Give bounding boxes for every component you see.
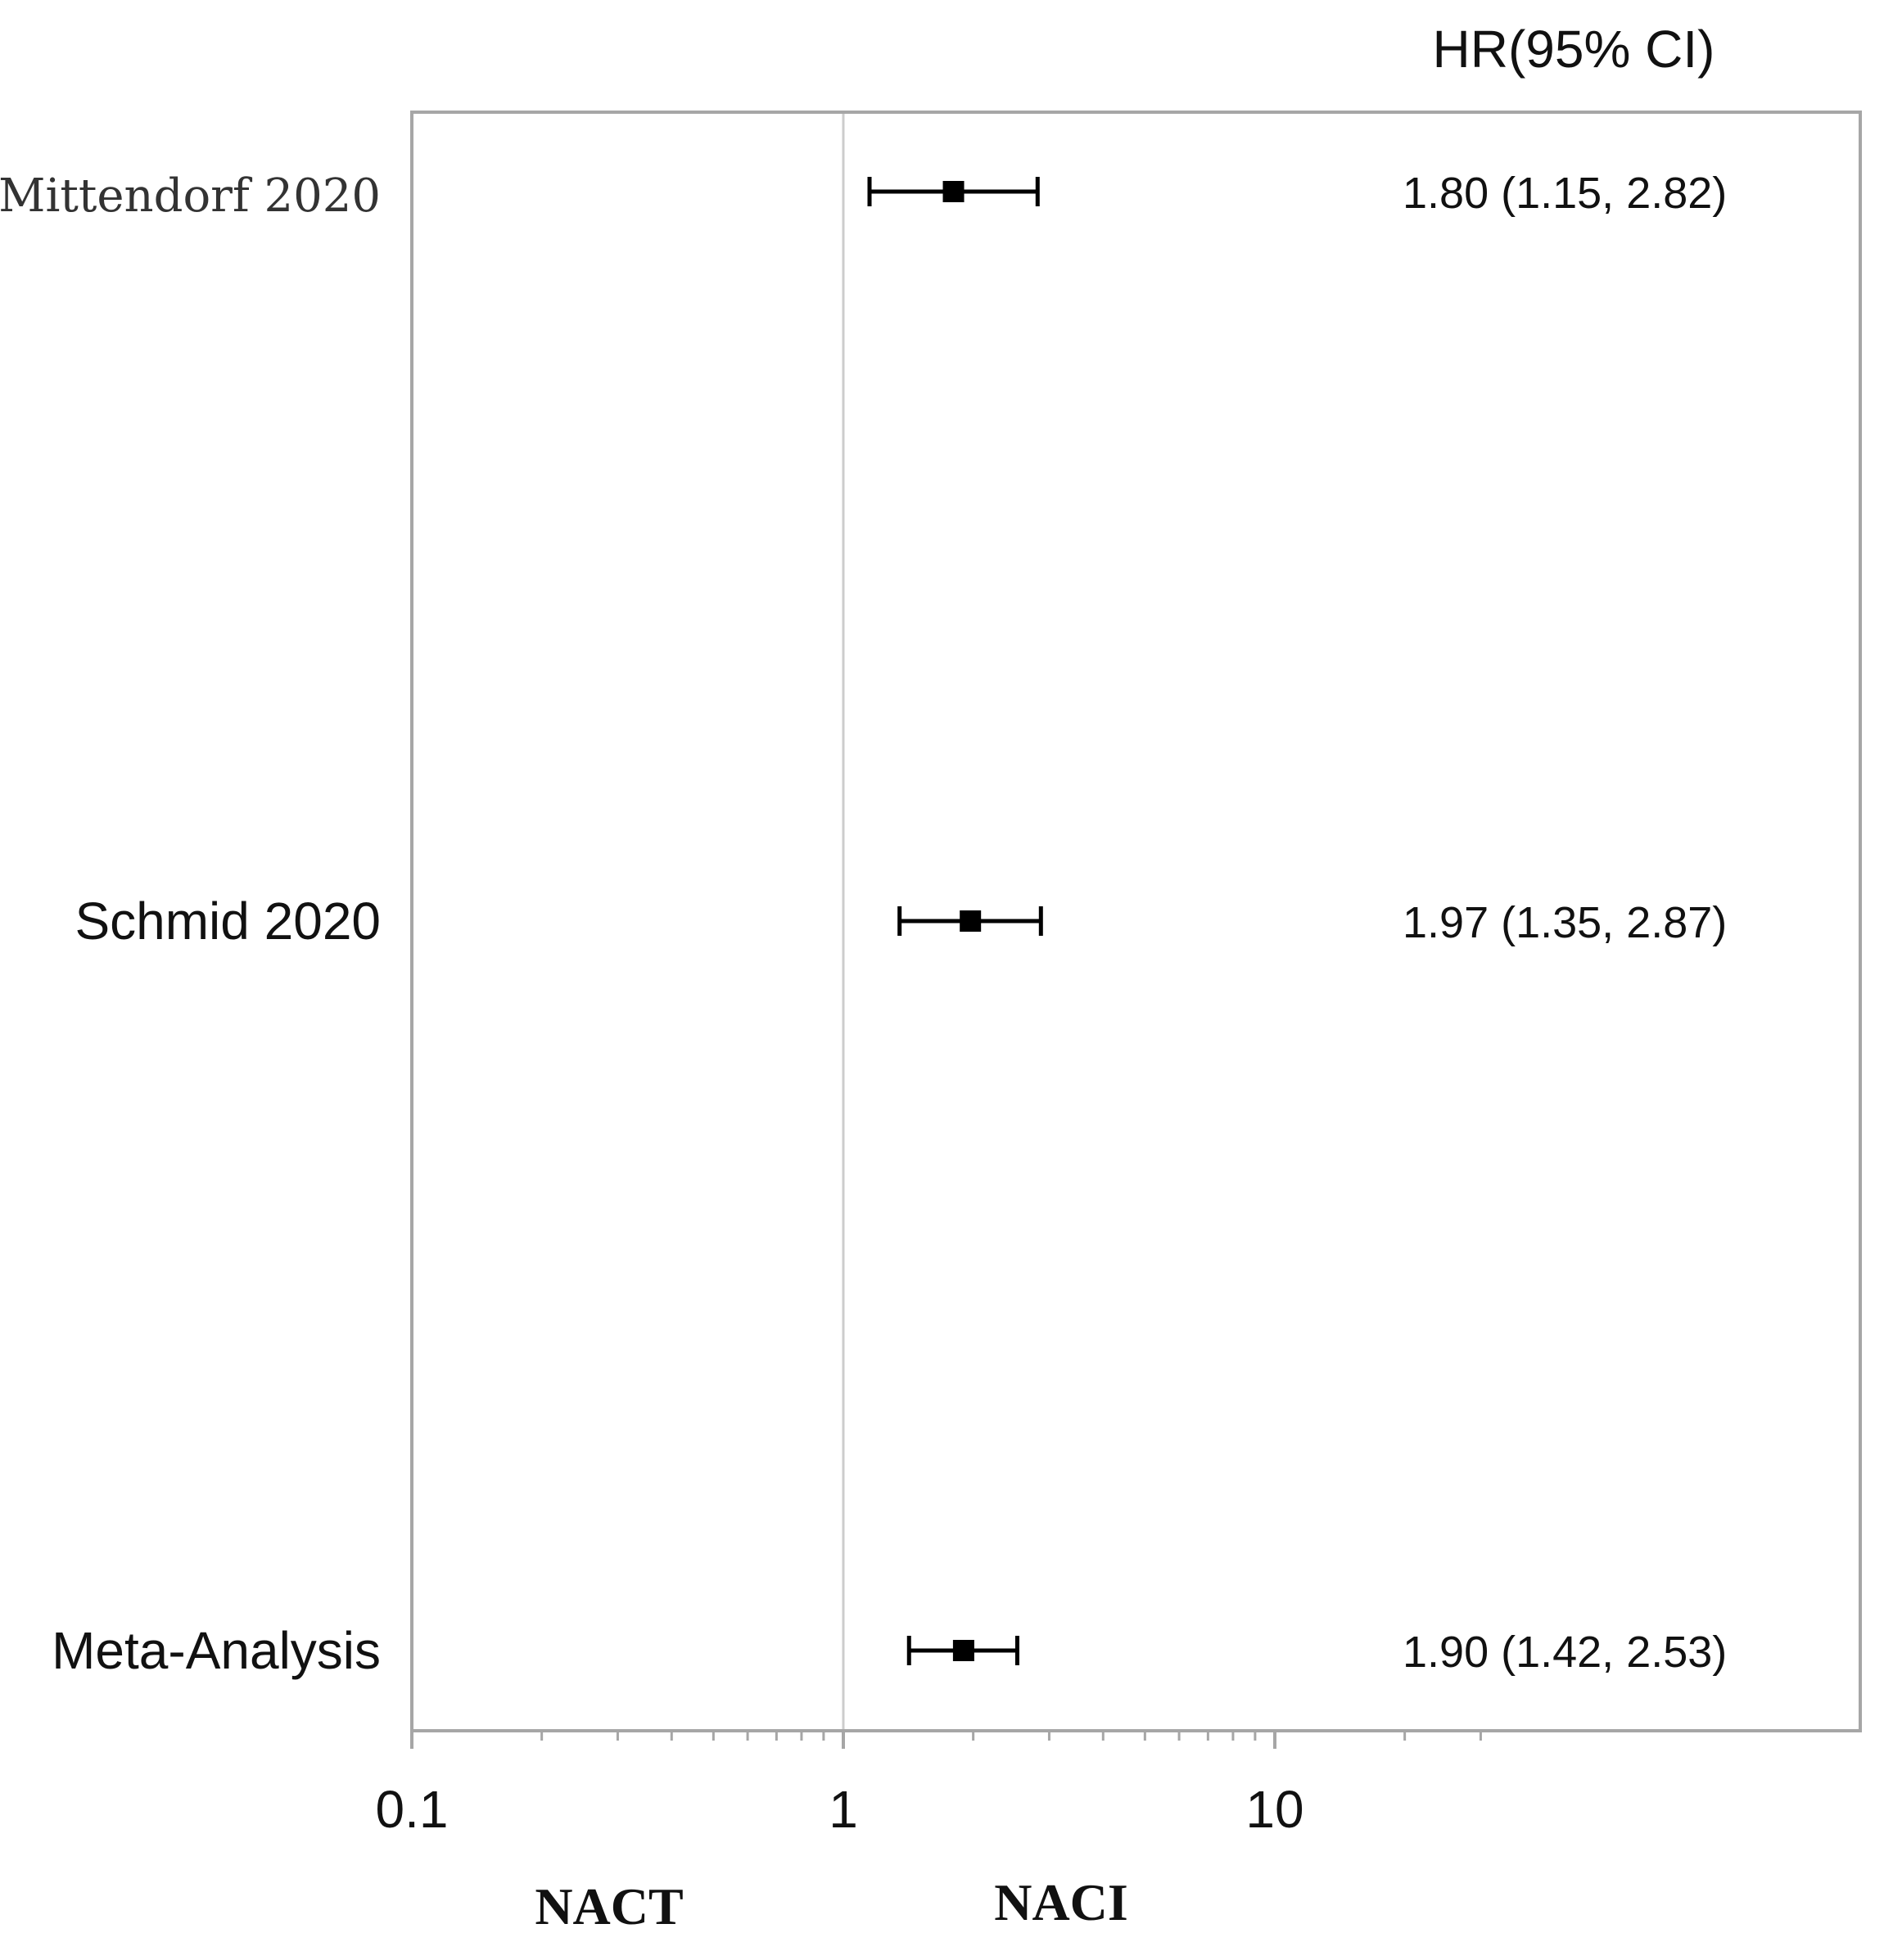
favors-left-label: NACT (535, 1877, 683, 1935)
point-estimate (960, 910, 982, 932)
ci-value-label: 1.80 (1.15, 2.82) (1403, 169, 1727, 218)
x-tick-label: 1 (829, 1780, 858, 1839)
point-estimate (952, 1640, 974, 1661)
study-label: Mittendorf 2020 (0, 169, 381, 223)
ci-value-label: 1.97 (1.35, 2.87) (1403, 898, 1727, 947)
point-estimate (942, 181, 965, 202)
x-tick-label: 0.1 (376, 1780, 449, 1839)
x-tick-label: 10 (1245, 1780, 1303, 1839)
ci-value-label: 1.90 (1.42, 2.53) (1403, 1628, 1727, 1677)
chart-marks: Mittendorf 2020 1.80 (1.15, 2.82) Schmid 2… (0, 114, 1727, 1731)
favors-right-label: NACI (994, 1873, 1128, 1931)
study-label: Schmid 2020 (75, 892, 381, 951)
study-label: Meta-Analysis (52, 1621, 381, 1680)
x-axis: 0.1 1 10 (376, 1729, 1860, 1839)
hr-ci-header: HR(95% CI) (1433, 20, 1715, 79)
